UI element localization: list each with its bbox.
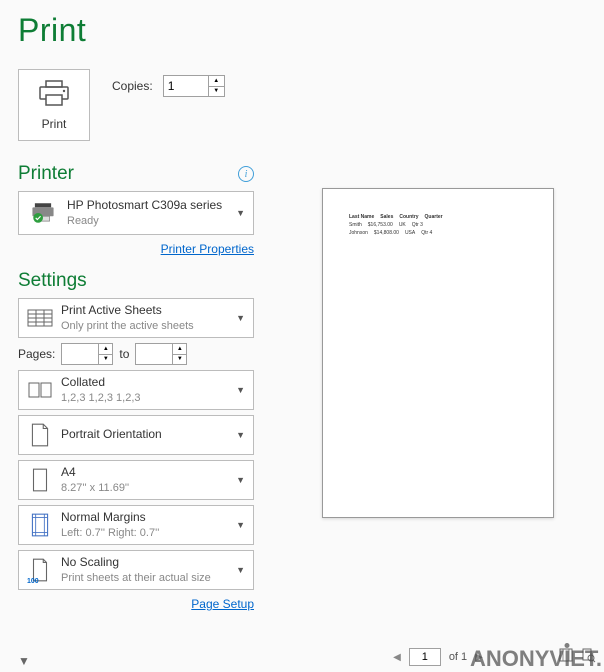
scaling-sub: Print sheets at their actual size [61,571,232,585]
chevron-down-icon: ▼ [232,208,249,218]
orientation-dropdown[interactable]: Portrait Orientation ▼ [18,415,254,455]
copies-up[interactable]: ▲ [209,76,224,87]
preview-data-row: Smith$16,753.00UKQtr 3 [349,221,527,229]
pages-to-input[interactable] [136,344,172,364]
page-setup-link[interactable]: Page Setup [191,597,254,611]
collate-icon [25,375,55,405]
page-title: Print [18,12,254,49]
paper-sub: 8.27'' x 11.69'' [61,481,232,495]
print-preview: Last NameSalesCountryQuarter Smith$16,75… [322,188,554,518]
printer-status: Ready [67,214,232,228]
copies-input[interactable] [164,76,208,96]
scaling-dropdown[interactable]: 100 No Scaling Print sheets at their act… [18,550,254,590]
chevron-down-icon: ▼ [232,313,249,323]
pages-from-down[interactable]: ▼ [99,355,112,365]
pages-label: Pages: [18,347,55,361]
copies-spinner[interactable]: ▲ ▼ [163,75,225,97]
printer-properties-link[interactable]: Printer Properties [161,242,254,256]
chevron-down-icon: ▼ [232,475,249,485]
settings-section-title: Settings [18,270,87,292]
next-page-arrow[interactable]: ▶ [475,652,483,663]
pages-from-input[interactable] [62,344,98,364]
prev-page-arrow[interactable]: ◀ [393,652,401,663]
scaling-badge: 100 [27,578,39,585]
margins-dropdown[interactable]: Normal Margins Left: 0.7'' Right: 0.7'' … [18,505,254,545]
pages-from-spinner[interactable]: ▲▼ [61,343,113,365]
preview-header-row: Last NameSalesCountryQuarter [349,213,527,221]
current-page-input[interactable] [409,648,441,666]
paper-title: A4 [61,465,232,481]
info-icon[interactable]: i [238,166,254,182]
pages-from-up[interactable]: ▲ [99,344,112,355]
scaling-icon: 100 [25,555,55,585]
print-what-sub: Only print the active sheets [61,319,232,333]
scaling-title: No Scaling [61,555,232,571]
margins-icon [25,510,55,540]
portrait-icon [25,420,55,450]
margins-title: Normal Margins [61,510,232,526]
pages-to-label: to [119,347,129,361]
copies-label: Copies: [112,79,153,93]
preview-data-row: Johnson$14,808.00USAQtr 4 [349,229,527,237]
scroll-down-arrow[interactable]: ▼ [18,654,30,668]
printer-section-title: Printer [18,163,74,185]
collate-title: Collated [61,375,232,391]
print-button[interactable]: Print [18,69,90,141]
orientation-title: Portrait Orientation [61,427,232,443]
printer-name: HP Photosmart C309a series [67,198,232,214]
chevron-down-icon: ▼ [232,520,249,530]
collate-sub: 1,2,3 1,2,3 1,2,3 [61,391,232,405]
paper-icon [25,465,55,495]
pages-to-up[interactable]: ▲ [173,344,186,355]
chevron-down-icon: ▼ [232,385,249,395]
pages-to-spinner[interactable]: ▲▼ [135,343,187,365]
print-button-label: Print [42,117,67,131]
sheets-icon [25,303,55,333]
chevron-down-icon: ▼ [232,565,249,575]
printer-dropdown[interactable]: HP Photosmart C309a series Ready ▼ [18,191,254,235]
copies-down[interactable]: ▼ [209,87,224,97]
printer-icon [38,80,70,111]
pages-to-down[interactable]: ▼ [173,355,186,365]
print-what-title: Print Active Sheets [61,303,232,319]
print-what-dropdown[interactable]: Print Active Sheets Only print the activ… [18,298,254,338]
paper-dropdown[interactable]: A4 8.27'' x 11.69'' ▼ [18,460,254,500]
show-margins-icon[interactable] [558,647,574,668]
chevron-down-icon: ▼ [232,430,249,440]
collate-dropdown[interactable]: Collated 1,2,3 1,2,3 1,2,3 ▼ [18,370,254,410]
page-of-label: of 1 [449,651,467,663]
printer-device-icon [25,198,61,228]
zoom-to-page-icon[interactable] [580,647,596,668]
margins-sub: Left: 0.7'' Right: 0.7'' [61,526,232,540]
